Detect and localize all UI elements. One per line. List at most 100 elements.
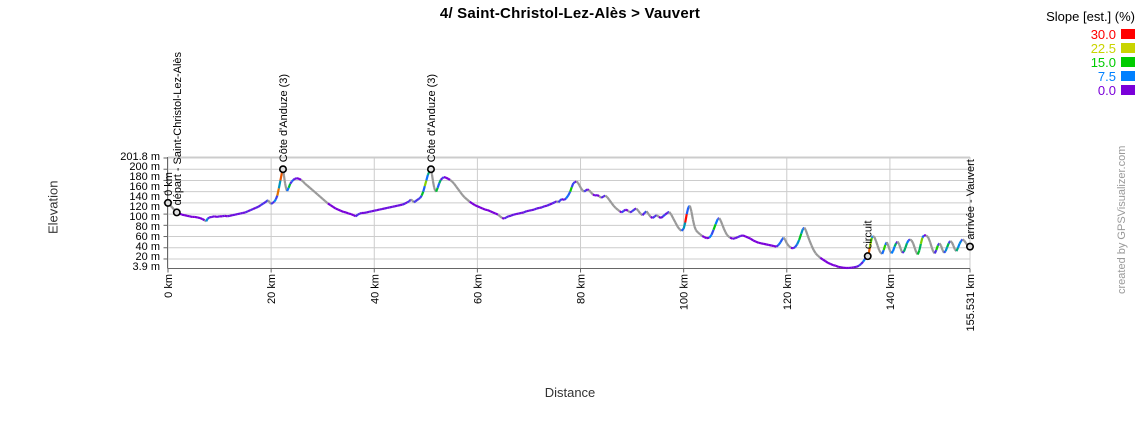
y-tick-label: 80 m <box>136 221 160 233</box>
profile-segment <box>459 191 464 196</box>
profile-segment <box>737 234 741 239</box>
profile-segment <box>645 210 650 215</box>
profile-segment <box>414 199 418 203</box>
profile-segment <box>526 209 530 213</box>
profile-segment <box>822 258 827 263</box>
profile-segment <box>298 177 302 181</box>
profile-segment <box>688 205 693 212</box>
profile-segment <box>319 195 324 200</box>
profile-segment <box>685 207 690 215</box>
profile-segment <box>792 246 796 250</box>
profile-segment <box>416 198 420 201</box>
profile-segment <box>244 210 249 214</box>
profile-segment <box>758 241 762 245</box>
profile-segment <box>606 196 611 201</box>
profile-segment <box>181 213 185 217</box>
profile-segment <box>697 231 701 236</box>
profile-segment <box>202 218 206 222</box>
profile-segment <box>255 205 259 209</box>
profile-segment <box>790 246 794 250</box>
profile-segment <box>576 182 581 187</box>
y-tick-label: 140 m <box>129 191 160 203</box>
profile-segment <box>771 244 775 248</box>
profile-segment <box>925 234 929 238</box>
profile-segment <box>734 236 739 240</box>
x-tick-label: 80 km <box>576 274 588 304</box>
profile-segment <box>695 229 699 234</box>
profile-segment <box>874 240 879 246</box>
profile-segment <box>239 211 244 215</box>
x-tick-label: 20 km <box>266 274 278 304</box>
profile-segment <box>304 182 308 187</box>
profile-segment <box>379 207 383 211</box>
x-tick-label: 120 km <box>782 274 794 310</box>
profile-segment <box>399 203 403 207</box>
profile-segment <box>608 199 613 204</box>
profile-segment <box>635 207 640 212</box>
profile-segment <box>561 197 565 202</box>
profile-segment <box>343 210 347 214</box>
profile-segment <box>654 214 658 218</box>
profile-segment <box>262 200 267 205</box>
profile-segment <box>497 213 501 218</box>
profile-segment <box>368 210 372 213</box>
profile-segment <box>927 236 932 243</box>
profile-segment <box>329 204 334 208</box>
profile-segment <box>631 208 635 213</box>
profile-segment <box>775 244 780 248</box>
profile-segment <box>752 239 757 243</box>
profile-segment <box>782 237 787 241</box>
profile-segment <box>287 183 292 189</box>
profile-segment <box>404 201 408 205</box>
x-tick-label: 100 km <box>679 274 691 310</box>
profile-segment <box>784 239 788 244</box>
profile-segment <box>508 214 512 218</box>
profile-segment <box>276 188 280 196</box>
profile-segment <box>913 247 918 253</box>
legend-entry-value: 15.0 <box>1090 54 1116 70</box>
chart-title: 4/ Saint-Christol-Lez-Alès > Vauvert <box>439 5 701 22</box>
profile-segment <box>745 235 749 239</box>
profile-segment <box>898 244 902 250</box>
profile-segment <box>513 213 517 216</box>
profile-segment <box>882 244 887 251</box>
profile-segment <box>501 216 505 220</box>
profile-segment <box>614 207 619 211</box>
x-tick-label: 0 km <box>163 274 175 298</box>
profile-segment <box>394 204 398 208</box>
profile-segment <box>912 242 916 249</box>
profile-segment <box>411 199 415 204</box>
profile-segment <box>905 239 910 244</box>
profile-segment <box>559 198 563 202</box>
profile-segment <box>950 241 955 246</box>
x-tick-label: 60 km <box>472 274 484 304</box>
profile-segment <box>272 200 275 204</box>
profile-segment <box>316 193 321 198</box>
profile-segment <box>211 215 215 218</box>
profile-segment <box>623 208 627 212</box>
profile-segment <box>727 235 731 239</box>
profile-segment <box>337 208 342 212</box>
x-tick-label: 155.531 km <box>965 274 977 331</box>
y-tick-label: 201.8 m <box>120 151 160 163</box>
legend-color-swatch <box>1121 85 1135 95</box>
profile-segment <box>306 184 311 189</box>
profile-segment <box>916 250 921 255</box>
profile-segment <box>726 234 730 238</box>
profile-segment <box>604 194 609 199</box>
profile-segment <box>495 212 499 216</box>
profile-segment <box>960 238 964 242</box>
profile-segment <box>252 206 257 211</box>
waypoint-marker <box>863 252 872 261</box>
watermark: created by GPSVisualizer.com <box>1116 145 1128 295</box>
profile-segment <box>956 243 961 249</box>
profile-segment <box>436 182 441 189</box>
profile-segment <box>363 211 367 215</box>
profile-segment <box>625 208 629 212</box>
legend-entry-value: 7.5 <box>1097 68 1116 84</box>
profile-segment <box>724 231 728 236</box>
profile-segment <box>600 195 604 199</box>
profile-segment <box>592 193 596 197</box>
profile-segment <box>371 209 375 213</box>
